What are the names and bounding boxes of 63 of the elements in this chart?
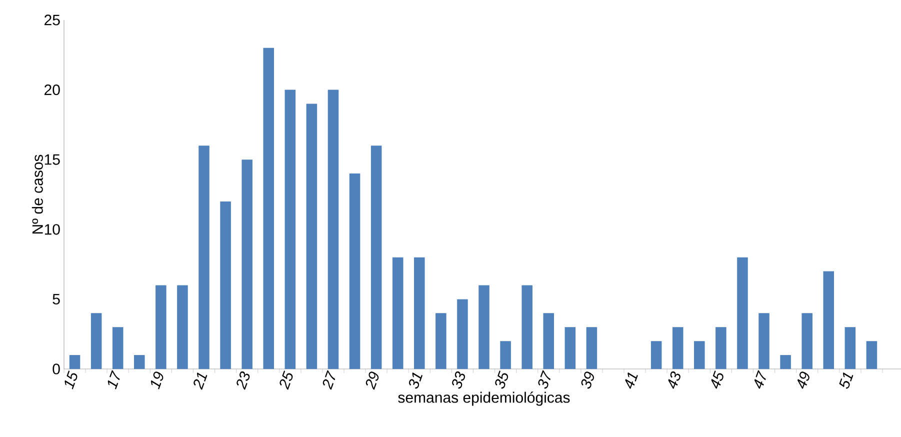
x-tick-label: 29	[366, 372, 379, 390]
y-axis-title: Nº de casos	[32, 154, 43, 234]
bar	[716, 327, 726, 369]
x-tick-label: 45	[711, 370, 724, 389]
x-tick-label: 25	[280, 370, 293, 390]
y-tick-label: 15	[44, 154, 60, 165]
x-tick-label: 41	[625, 372, 638, 389]
bar	[478, 285, 490, 369]
x-tick-label: 47	[754, 370, 766, 389]
bar	[69, 355, 80, 369]
y-tick-label: 25	[44, 14, 60, 26]
bar	[758, 313, 770, 369]
bar	[436, 313, 446, 369]
bar	[737, 257, 748, 369]
bar	[694, 341, 705, 369]
bar	[414, 257, 425, 369]
bar	[586, 327, 598, 369]
bar	[220, 201, 231, 369]
x-tick-label: 21	[194, 372, 208, 390]
bar	[802, 313, 812, 369]
bar	[650, 341, 662, 369]
y-tick-label: 10	[44, 224, 60, 235]
x-tick-label: 37	[538, 370, 550, 389]
bar	[500, 341, 511, 369]
bar	[370, 146, 382, 369]
y-tick-label: 20	[44, 84, 60, 96]
bar	[844, 327, 856, 369]
y-tick-label: 5	[52, 294, 60, 304]
x-tick-label: 15	[64, 370, 78, 390]
bar	[134, 355, 145, 369]
x-axis-title: semanas epidemiológicas	[398, 392, 570, 406]
bar	[263, 48, 274, 369]
bar	[156, 285, 166, 369]
bar	[780, 355, 791, 369]
x-tick-label: 33	[452, 371, 466, 389]
bar	[177, 285, 188, 369]
x-tick-label: 49	[797, 372, 810, 389]
bar	[328, 90, 339, 369]
x-tick-label: 51	[839, 372, 854, 389]
x-tick-label: 31	[408, 372, 423, 389]
bar	[306, 104, 318, 369]
bar	[522, 285, 532, 369]
bar	[349, 174, 360, 369]
bar	[90, 313, 102, 369]
x-tick-label: 19	[150, 372, 164, 390]
y-tick-label: 0	[52, 364, 60, 374]
bar	[392, 257, 404, 369]
x-tick-label: 27	[322, 370, 336, 390]
x-tick-label: 43	[668, 371, 680, 389]
bar	[198, 146, 210, 369]
bar	[866, 341, 878, 369]
x-tick-label: 17	[108, 370, 120, 390]
bar	[112, 327, 124, 369]
x-tick-label: 39	[581, 372, 594, 389]
bar	[543, 313, 554, 369]
bar	[457, 299, 468, 369]
bar	[564, 327, 576, 369]
bar	[672, 327, 684, 369]
x-tick-label: 35	[495, 370, 508, 389]
bar	[823, 271, 834, 369]
bar	[242, 160, 252, 369]
x-tick-label: 23	[236, 371, 250, 390]
bar	[284, 90, 296, 369]
